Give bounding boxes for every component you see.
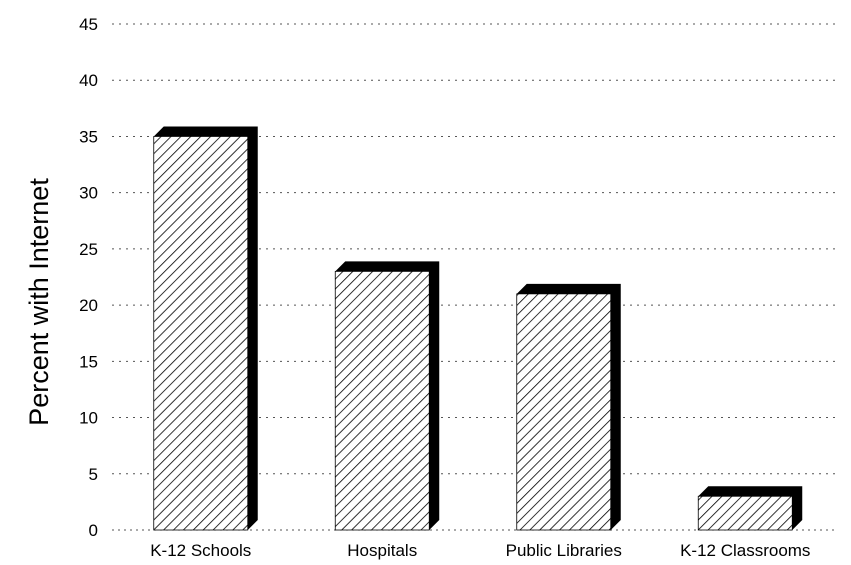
bar-face: [334, 270, 430, 531]
y-tick-label: 10: [79, 409, 98, 428]
bar: [334, 261, 440, 531]
y-tick-label: 20: [79, 296, 98, 315]
x-category-label: Public Libraries: [506, 541, 622, 560]
x-category-label: K-12 Schools: [150, 541, 251, 560]
y-tick-label: 5: [89, 465, 98, 484]
y-tick-label: 40: [79, 71, 98, 90]
y-axis-title: Percent with Internet: [24, 178, 54, 426]
bar: [153, 126, 258, 531]
x-category-label: Hospitals: [347, 541, 417, 560]
y-tick-label: 30: [79, 184, 98, 203]
y-axis-ticks: 0 5 10 15 20 25 30 35 40 45: [79, 15, 98, 540]
x-category-label: K-12 Classrooms: [680, 541, 810, 560]
bar-face: [516, 293, 612, 531]
bar: [516, 283, 621, 531]
bar-face: [697, 495, 793, 531]
x-axis-categories: K-12 Schools Hospitals Public Libraries K-1…: [150, 541, 810, 560]
bar: [697, 486, 803, 531]
bar-face: [153, 136, 249, 531]
y-tick-label: 25: [79, 240, 98, 259]
y-tick-label: 45: [79, 15, 98, 34]
y-tick-label: 15: [79, 352, 98, 371]
bars: [153, 126, 803, 531]
bar-shadow: [698, 486, 803, 530]
y-tick-label: 0: [89, 521, 98, 540]
y-tick-label: 35: [79, 127, 98, 146]
